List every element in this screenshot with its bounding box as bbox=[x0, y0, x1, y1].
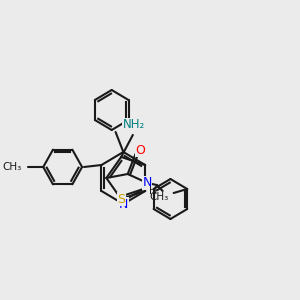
Text: O: O bbox=[135, 143, 145, 157]
Text: CH₃: CH₃ bbox=[3, 162, 22, 172]
Text: S: S bbox=[117, 193, 125, 206]
Text: N: N bbox=[119, 197, 128, 211]
Text: NH₂: NH₂ bbox=[123, 118, 145, 131]
Text: H: H bbox=[149, 186, 157, 196]
Text: N: N bbox=[142, 176, 152, 190]
Text: CH₃: CH₃ bbox=[149, 192, 169, 202]
